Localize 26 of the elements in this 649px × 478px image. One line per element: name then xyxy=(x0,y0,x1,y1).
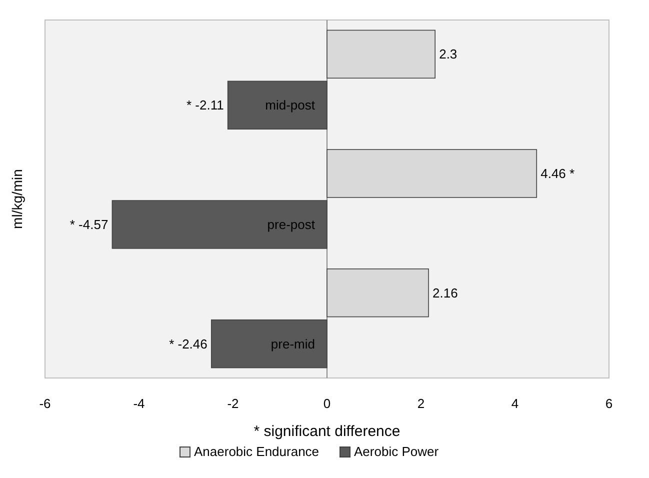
legend-label: Aerobic Power xyxy=(354,444,440,459)
x-tick-label: 2 xyxy=(417,396,425,411)
bar xyxy=(326,30,436,79)
y-axis-title: ml/kg/min xyxy=(9,169,25,229)
x-tick-label: -4 xyxy=(133,396,145,411)
y-tick-label: pre-mid xyxy=(270,336,315,352)
bar xyxy=(326,149,538,198)
x-tick-label: -2 xyxy=(227,396,239,411)
bar xyxy=(112,200,328,249)
legend-label: Anaerobic Endurance xyxy=(194,444,320,459)
data-label: * -2.11 xyxy=(186,98,224,113)
data-label: * -2.46 xyxy=(169,336,208,352)
bar xyxy=(326,268,429,318)
bar xyxy=(210,319,328,368)
x-axis-title: * significant difference xyxy=(254,423,400,440)
x-tick-label: -6 xyxy=(39,396,51,411)
data-label: 2.3 xyxy=(439,46,458,62)
bar xyxy=(227,80,328,130)
data-label: * -4.57 xyxy=(70,217,108,232)
y-tick-label: pre-post xyxy=(267,217,316,232)
data-label: 4.46 * xyxy=(540,166,575,182)
x-tick-label: 4 xyxy=(511,396,519,411)
y-tick-label: mid-post xyxy=(265,98,316,113)
x-tick-label: 6 xyxy=(605,396,613,411)
x-tick-label: 0 xyxy=(323,396,331,411)
data-label: 2.16 xyxy=(432,285,458,300)
